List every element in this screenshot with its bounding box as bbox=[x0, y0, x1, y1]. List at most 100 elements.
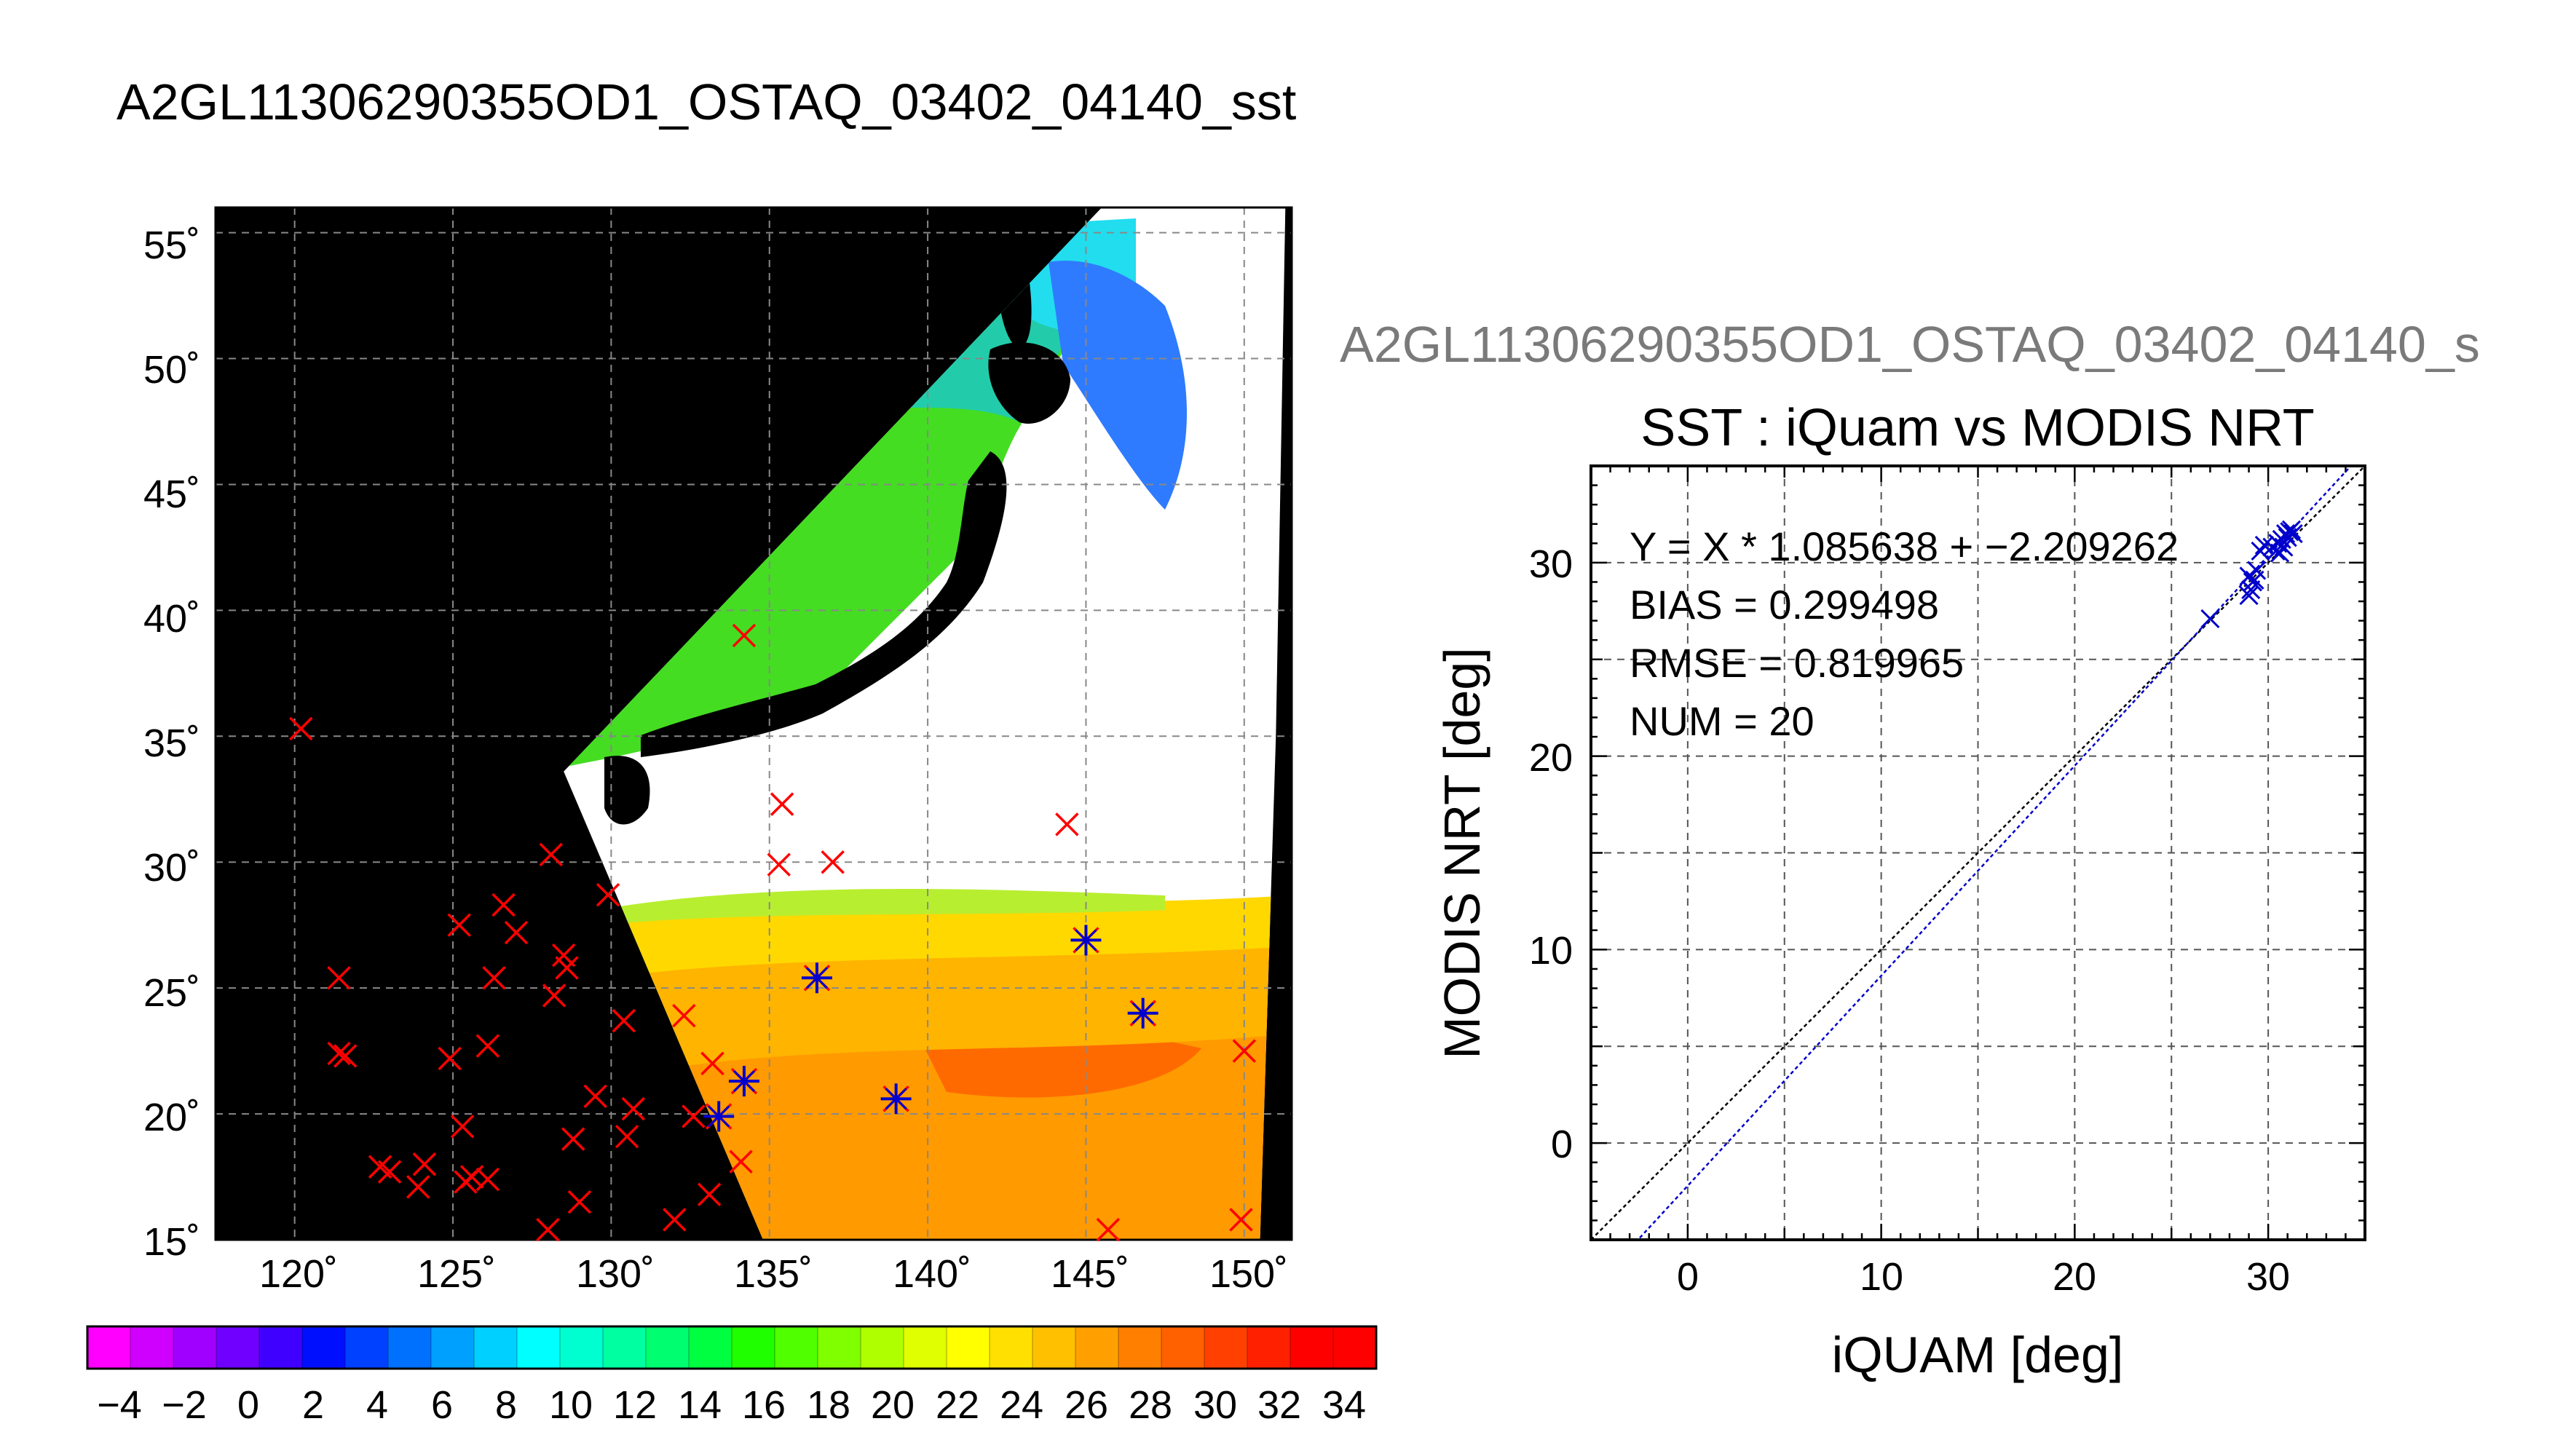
scatter-point bbox=[2239, 566, 2259, 586]
colorbar-cell bbox=[474, 1326, 518, 1369]
scatter-x-tick: 0 bbox=[1677, 1255, 1699, 1299]
colorbar-tick: 4 bbox=[366, 1383, 388, 1427]
land-hokkaido bbox=[988, 342, 1070, 424]
matchup-marker bbox=[1127, 997, 1158, 1029]
colorbar-cell bbox=[216, 1326, 260, 1369]
buoy-marker-stroke bbox=[450, 1115, 475, 1139]
buoy-marker bbox=[700, 1051, 724, 1076]
map-y-tick: 45˚ bbox=[143, 472, 200, 516]
map-y-tick: 25˚ bbox=[143, 971, 200, 1015]
buoy-marker-stroke bbox=[682, 1104, 706, 1128]
colorbar-tick: 18 bbox=[807, 1383, 850, 1427]
map-frame bbox=[214, 206, 1293, 1241]
colorbar-cell bbox=[1204, 1326, 1248, 1369]
buoy-marker bbox=[621, 1096, 646, 1121]
buoy-marker-stroke bbox=[612, 1008, 636, 1033]
buoy-marker-stroke bbox=[475, 1034, 500, 1058]
scatter-point-stroke bbox=[2251, 541, 2270, 561]
colorbar-tick: 20 bbox=[871, 1383, 915, 1427]
colorbar-tick: 6 bbox=[431, 1383, 453, 1427]
colorbar-cell bbox=[1247, 1326, 1291, 1369]
scatter-point-stroke bbox=[2247, 561, 2267, 580]
buoy-marker bbox=[289, 716, 313, 741]
colorbar-tick: −4 bbox=[97, 1383, 142, 1427]
buoy-marker bbox=[475, 1167, 500, 1192]
buoy-marker bbox=[672, 1003, 696, 1028]
buoy-marker-stroke bbox=[504, 920, 529, 945]
scatter-points bbox=[2200, 520, 2303, 629]
colorbar-tick: 2 bbox=[302, 1383, 324, 1427]
scatter-point-stroke bbox=[2275, 523, 2296, 544]
buoy-marker bbox=[1229, 1208, 1253, 1232]
scatter-point-stroke bbox=[2280, 522, 2299, 542]
map-y-tick-labels: 15˚ 20˚ 25˚ 30˚ 35˚ 40˚ 45˚ 50˚ 55˚ bbox=[143, 223, 200, 1264]
buoy-marker-stroke bbox=[732, 623, 757, 648]
scatter-point-stroke bbox=[2266, 541, 2286, 561]
colorbar-tick-labels: −4 −2 0 2 4 6 8 10 12 14 16 18 20 22 24 … bbox=[97, 1383, 1366, 1427]
buoy-marker bbox=[663, 1208, 687, 1232]
scatter-overlay-title: A2GL11306290355OD1_OSTAQ_03402_04140_s bbox=[1340, 316, 2480, 373]
buoy-marker-stroke bbox=[555, 956, 579, 980]
colorbar-cell bbox=[904, 1326, 947, 1369]
colorbar-tick: 10 bbox=[549, 1383, 593, 1427]
buoy-marker-stroke bbox=[412, 1152, 437, 1176]
colorbar-frame bbox=[86, 1325, 1378, 1370]
colorbar-tick: 12 bbox=[613, 1383, 657, 1427]
buoy-marker bbox=[1096, 1217, 1121, 1242]
colorbar-cell bbox=[1333, 1326, 1377, 1369]
buoy-marker-stroke bbox=[475, 1167, 500, 1192]
colorbar-cell bbox=[302, 1326, 346, 1369]
buoy-marker-stroke bbox=[447, 913, 471, 937]
buoy-marker bbox=[729, 1150, 753, 1174]
scatter-x-label: iQUAM [deg] bbox=[1832, 1326, 2124, 1383]
matchup-marker-stroke bbox=[1075, 929, 1097, 951]
swath-region-lightgreen bbox=[597, 889, 1165, 925]
buoy-marker-stroke bbox=[621, 1096, 646, 1121]
colorbar-cell bbox=[775, 1326, 818, 1369]
scatter-point bbox=[2251, 541, 2270, 561]
colorbar-tick: 14 bbox=[678, 1383, 722, 1427]
buoy-marker-stroke bbox=[729, 1150, 753, 1174]
buoy-marker bbox=[697, 1182, 722, 1206]
buoy-marker-stroke bbox=[368, 1155, 392, 1179]
bias-value: BIAS = 0.299498 bbox=[1630, 582, 1939, 628]
buoy-marker-stroke bbox=[767, 852, 791, 877]
colorbar-cell bbox=[1118, 1326, 1162, 1369]
colorbar-cell bbox=[87, 1326, 131, 1369]
buoy-marker bbox=[327, 966, 351, 990]
buoy-marker-stroke bbox=[542, 984, 566, 1008]
colorbar-tick: 16 bbox=[742, 1383, 786, 1427]
buoy-marker bbox=[539, 842, 564, 867]
scatter-x-tick: 30 bbox=[2246, 1255, 2290, 1299]
scatter-point bbox=[2280, 522, 2299, 542]
scatter-x-tick-labels: 0 10 20 30 bbox=[1677, 1255, 2290, 1299]
buoy-marker bbox=[561, 1127, 585, 1151]
one-to-one-line bbox=[1591, 466, 2365, 1240]
scatter-y-tick-labels: 0 10 20 30 bbox=[1529, 542, 1573, 1166]
colorbar-tick: 28 bbox=[1129, 1383, 1172, 1427]
buoy-marker bbox=[821, 850, 845, 874]
colorbar-tick: 26 bbox=[1065, 1383, 1108, 1427]
scatter-x-tick: 20 bbox=[2053, 1255, 2096, 1299]
buoy-marker-stroke bbox=[333, 1044, 358, 1068]
colorbar-cell bbox=[732, 1326, 775, 1369]
buoy-marker-stroke bbox=[289, 716, 313, 741]
buoy-marker-stroke bbox=[672, 1003, 696, 1028]
colorbar-tick: 0 bbox=[237, 1383, 259, 1427]
map-y-tick: 55˚ bbox=[143, 223, 200, 267]
map-x-tick: 150˚ bbox=[1209, 1252, 1288, 1296]
scatter-point-stroke bbox=[2270, 543, 2290, 563]
buoy-marker-stroke bbox=[663, 1208, 687, 1232]
buoy-marker bbox=[504, 920, 529, 945]
scatter-point bbox=[2247, 561, 2267, 580]
colorbar: −4 −2 0 2 4 6 8 10 12 14 16 18 20 22 24 … bbox=[86, 1325, 1378, 1427]
buoy-marker bbox=[615, 1124, 639, 1149]
scatter-y-tick: 30 bbox=[1529, 542, 1573, 586]
buoy-marker bbox=[438, 1046, 462, 1071]
matchup-marker bbox=[880, 1083, 912, 1115]
buoy-marker-stroke bbox=[1055, 812, 1079, 836]
map-x-tick: 145˚ bbox=[1051, 1252, 1129, 1296]
buoy-marker bbox=[567, 1190, 592, 1214]
map-y-tick: 35˚ bbox=[143, 721, 200, 765]
scatter-point-stroke bbox=[2200, 609, 2220, 629]
